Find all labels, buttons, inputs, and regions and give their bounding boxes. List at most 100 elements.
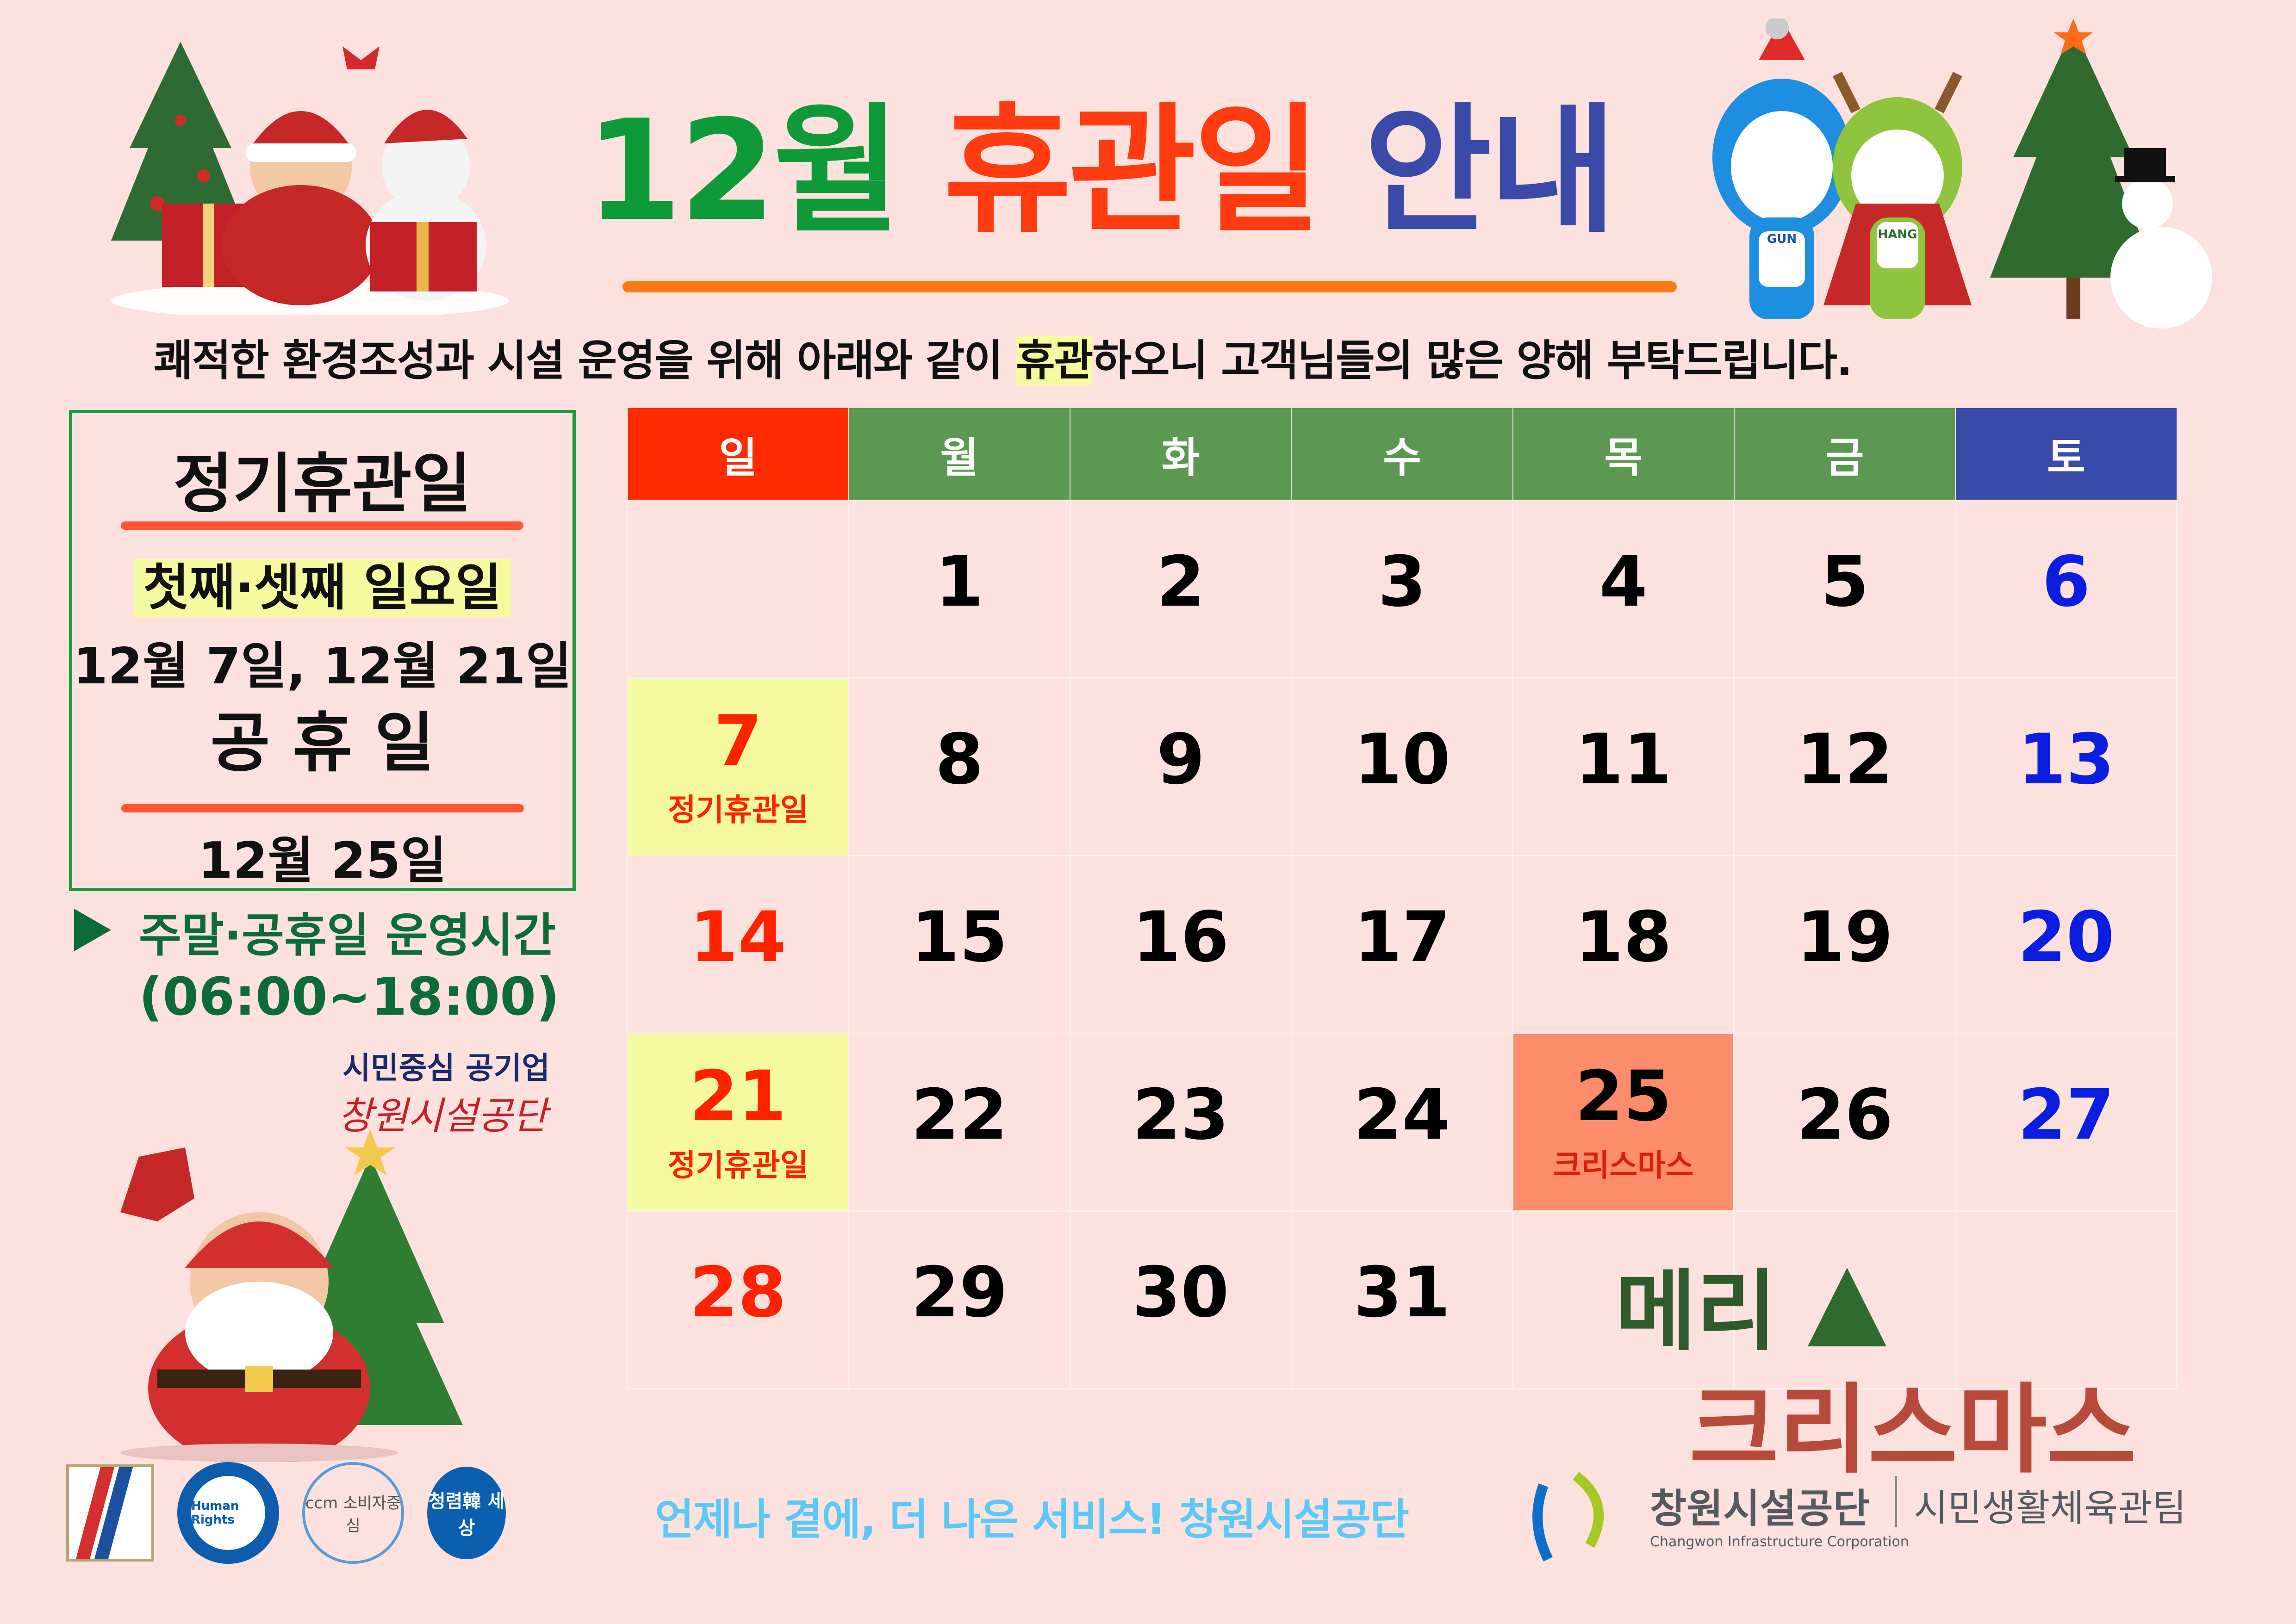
day-number: 17 (1354, 897, 1450, 978)
logo-divider (1895, 1476, 1897, 1527)
title-notice: 안내 (1364, 90, 1617, 252)
day-number: 8 (935, 719, 984, 800)
closure-info-box: 정기휴관일 첫째·셋째 일요일 12월 7일, 12월 21일 공 휴 일 12… (69, 410, 576, 891)
day-number: 18 (1575, 897, 1672, 978)
calendar-day-cell: 23 (1069, 1033, 1292, 1212)
day-number: 11 (1575, 719, 1672, 800)
calendar-day-cell: 29 (848, 1210, 1071, 1389)
footer-slogan: 언제나 곁에, 더 나은 서비스! 창원시설공단 (655, 1495, 1409, 1544)
day-number: 28 (690, 1252, 787, 1333)
human-rights-cert-logo: Human Rights (177, 1462, 279, 1564)
mascots-illustration: GUN HANG (1699, 16, 2277, 342)
day-number: 13 (2017, 719, 2115, 800)
operating-hours: (06:00~18:00) (139, 967, 560, 1027)
calendar-day-cell: 10 (1290, 677, 1514, 856)
weekday-header: 금 (1733, 407, 1956, 501)
org-signature-logo: 창원시설공단 (338, 1094, 548, 1138)
weekday-header: 일 (627, 407, 849, 501)
christmas-gifts-illustration (102, 28, 518, 319)
calendar-day-cell: 7 정기휴관일 (626, 677, 850, 856)
calendar-day-cell: 26 (1733, 1033, 1956, 1212)
weekday-header: 수 (1291, 407, 1513, 501)
mascot-gun-label: GUN (1767, 232, 1797, 246)
day-number: 16 (1132, 897, 1229, 978)
subtitle-text-end: 하오니 고객님들의 많은 양해 부탁드립니다. (1092, 336, 1853, 385)
regular-closure-dates: 12월 7일, 12월 21일 (73, 638, 572, 695)
day-number: 3 (1378, 542, 1426, 622)
day-number: 2 (1157, 542, 1205, 622)
page-title: 12월 휴관일 안내 (585, 102, 1617, 241)
certification-logos: Human Rights ccm 소비자중심 청렴韓 세상 (66, 1462, 506, 1564)
integrity-logo: 청렴韓 세상 (427, 1467, 506, 1559)
calendar-day-cell: 31 (1290, 1210, 1514, 1389)
day-number: 22 (911, 1075, 1008, 1155)
calendar-week-row: 21 정기휴관일 22 23 24 25 크리스마스 26 27 (626, 1033, 2178, 1212)
title-underline (622, 281, 1677, 292)
calendar-day-cell: 27 (1954, 1033, 2178, 1212)
calendar-day-cell: 14 (626, 855, 850, 1034)
calendar-day-cell: 4 (1512, 500, 1735, 679)
day-number: 12 (1796, 719, 1893, 800)
operating-hours-label-row: 주말·공휴일 운영시간 (74, 898, 556, 965)
regular-closure-underline (121, 521, 523, 530)
day-number: 4 (1599, 542, 1648, 622)
day-number: 1 (935, 542, 984, 622)
subtitle-highlight: 휴관 (1016, 336, 1093, 385)
weekday-header: 토 (1955, 407, 2178, 501)
greeting-christmas: 크리스마스 (1689, 1373, 2137, 1487)
public-holiday-date: 12월 25일 (198, 832, 447, 890)
calendar-day-cell: 13 (1954, 677, 2178, 856)
ccm-cert-logo: ccm 소비자중심 (302, 1462, 404, 1564)
public-holiday-title: 공 휴 일 (210, 706, 435, 781)
calendar-week-row: 7 정기휴관일 8 9 10 11 12 13 (626, 677, 2178, 856)
calendar-day-cell: 8 (848, 677, 1071, 856)
service-quality-cert-logo (66, 1464, 154, 1562)
calendar-day-cell (1512, 1210, 1735, 1389)
public-holiday-underline (121, 804, 524, 812)
calendar-week-row: 28 29 30 31 (626, 1210, 2178, 1389)
calendar-day-cell: 15 (848, 855, 1071, 1034)
subtitle-text: 쾌적한 환경조성과 시설 운영을 위해 아래와 같이 (154, 336, 1016, 385)
greeting-line1: 메리 (1615, 1260, 1777, 1363)
santa-illustration (93, 1129, 518, 1467)
day-note: 크리스마스 (1553, 1147, 1694, 1183)
calendar-day-cell: 1 (848, 500, 1071, 679)
day-number: 29 (911, 1252, 1008, 1333)
day-note: 정기휴관일 (667, 1147, 809, 1183)
calendar-day-cell: 25 크리스마스 (1512, 1033, 1735, 1212)
tree-icon (1807, 1268, 1886, 1346)
org-name-en: Changwon Infrastructure Corporation (1650, 1534, 1909, 1550)
calendar-day-cell: 16 (1069, 855, 1292, 1034)
calendar-day-cell: 28 (626, 1210, 850, 1389)
title-month: 12월 (585, 90, 901, 252)
calendar-day-cell: 21 정기휴관일 (626, 1033, 850, 1212)
day-number: 14 (690, 897, 787, 978)
day-number: 15 (911, 897, 1008, 978)
calendar-week-row: 1 2 3 4 5 6 (626, 500, 2178, 679)
org-tagline: 시민중심 공기업 (342, 1050, 550, 1086)
regular-closure-rule: 첫째·셋째 일요일 (134, 559, 511, 617)
title-closure: 휴관일 (943, 90, 1321, 252)
mascot-hang-label: HANG (1878, 228, 1917, 242)
day-number: 10 (1354, 719, 1450, 800)
notice-subtitle: 쾌적한 환경조성과 시설 운영을 위해 아래와 같이 휴관하오니 고객님들의 많… (154, 326, 1853, 388)
calendar-day-cell: 18 (1512, 855, 1735, 1034)
calendar-day-cell: 12 (1733, 677, 1956, 856)
day-number: 24 (1354, 1075, 1450, 1155)
weekday-header: 화 (1070, 407, 1292, 501)
calendar-day-cell: 30 (1069, 1210, 1292, 1389)
calendar-day-cell: 11 (1512, 677, 1735, 856)
day-number: 27 (2017, 1075, 2115, 1155)
day-number: 19 (1796, 897, 1893, 978)
calendar-day-cell (626, 500, 850, 679)
calendar-day-cell: 19 (1733, 855, 1956, 1034)
calendar-day-cell: 24 (1290, 1033, 1514, 1212)
calendar-week-row: 14 15 16 17 18 19 20 (626, 855, 2178, 1034)
calendar-day-cell: 17 (1290, 855, 1514, 1034)
calendar-day-cell: 9 (1069, 677, 1292, 856)
team-name: 시민생활체육관팀 (1914, 1487, 2186, 1530)
org-logo: 창원시설공단 시민생활체육관팀 Changwon Infrastructure … (1530, 1471, 2186, 1564)
day-number: 26 (1796, 1075, 1893, 1155)
day-number: 23 (1132, 1075, 1229, 1155)
